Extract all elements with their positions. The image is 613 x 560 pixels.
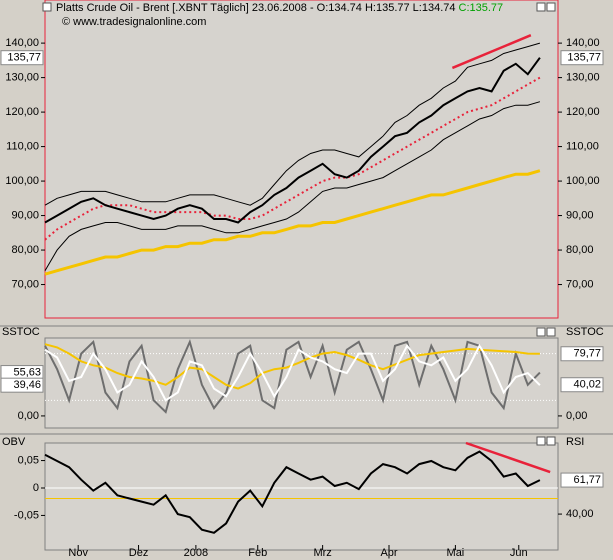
series-line	[44, 101, 541, 271]
y-tick-label: 0,00	[566, 410, 587, 422]
chart-title: Platts Crude Oil - Brent [.XBNT Täglich]…	[56, 2, 456, 14]
x-tick-label: Dez	[129, 547, 149, 559]
y-tick-label: 80,00	[11, 244, 39, 256]
y-tick-label: 90,00	[11, 209, 39, 221]
trend-line	[465, 441, 551, 474]
panel-buttons	[42, 2, 556, 446]
value-marker-label: 55,63	[13, 366, 41, 378]
y-tick-label: 130,00	[566, 72, 600, 84]
value-marker-label: 40,02	[573, 379, 601, 391]
series-line	[44, 42, 541, 206]
y-tick-label: 70,00	[11, 278, 39, 290]
x-tick-label: Mai	[447, 547, 465, 559]
title-close: C:135.77	[459, 2, 504, 14]
trend-line	[451, 34, 532, 70]
y-tick-label: 110,00	[566, 140, 599, 152]
panel-label: SSTOC	[2, 326, 40, 338]
value-marker	[560, 377, 604, 393]
panel-label: RSI	[566, 436, 584, 448]
y-tick-label: 100,00	[566, 175, 600, 187]
series-line	[44, 57, 541, 224]
value-marker-label: 135,77	[567, 52, 601, 64]
x-tick-label: Apr	[380, 547, 397, 559]
obv-panel	[44, 442, 559, 551]
watermark: © www.tradesignalonline.com	[62, 16, 206, 28]
y-tick-label: 120,00	[5, 106, 39, 118]
x-tick-label: Jun	[510, 547, 528, 559]
x-tick-label: Mrz	[313, 547, 331, 559]
value-marker	[560, 50, 604, 66]
value-marker	[560, 346, 604, 362]
value-marker	[0, 50, 44, 66]
y-tick-label: 140,00	[5, 37, 39, 49]
y-tick-label: 100,00	[5, 175, 39, 187]
value-marker-label: 135,77	[7, 52, 41, 64]
value-marker-label: 39,46	[13, 379, 41, 391]
value-marker-label: 79,77	[573, 348, 601, 360]
value-marker	[0, 377, 44, 393]
y-tick-label: -0,05	[14, 509, 39, 521]
series-line	[44, 450, 541, 534]
value-marker	[560, 472, 604, 488]
y-tick-label: 80,00	[566, 244, 594, 256]
x-tick-label: 2008	[184, 547, 208, 559]
y-tick-label: 130,00	[5, 72, 39, 84]
y-tick-label: 90,00	[566, 209, 594, 221]
value-marker-label: 61,77	[573, 474, 601, 486]
panel-label: OBV	[2, 436, 26, 448]
series-line	[44, 343, 541, 402]
panel-label: SSTOC	[566, 326, 604, 338]
y-tick-label: 40,00	[566, 508, 594, 520]
y-tick-label: 140,00	[566, 37, 600, 49]
y-tick-label: 0	[33, 482, 39, 494]
y-tick-label: 70,00	[566, 278, 594, 290]
series-line	[44, 169, 541, 276]
x-tick-label: Feb	[248, 547, 267, 559]
x-tick-label: Nov	[68, 547, 88, 559]
y-tick-label: 0,00	[18, 410, 39, 422]
y-tick-label: 110,00	[6, 140, 39, 152]
y-tick-label: 120,00	[566, 106, 600, 118]
y-tick-label: 0,05	[18, 454, 39, 466]
series-line	[44, 338, 541, 414]
